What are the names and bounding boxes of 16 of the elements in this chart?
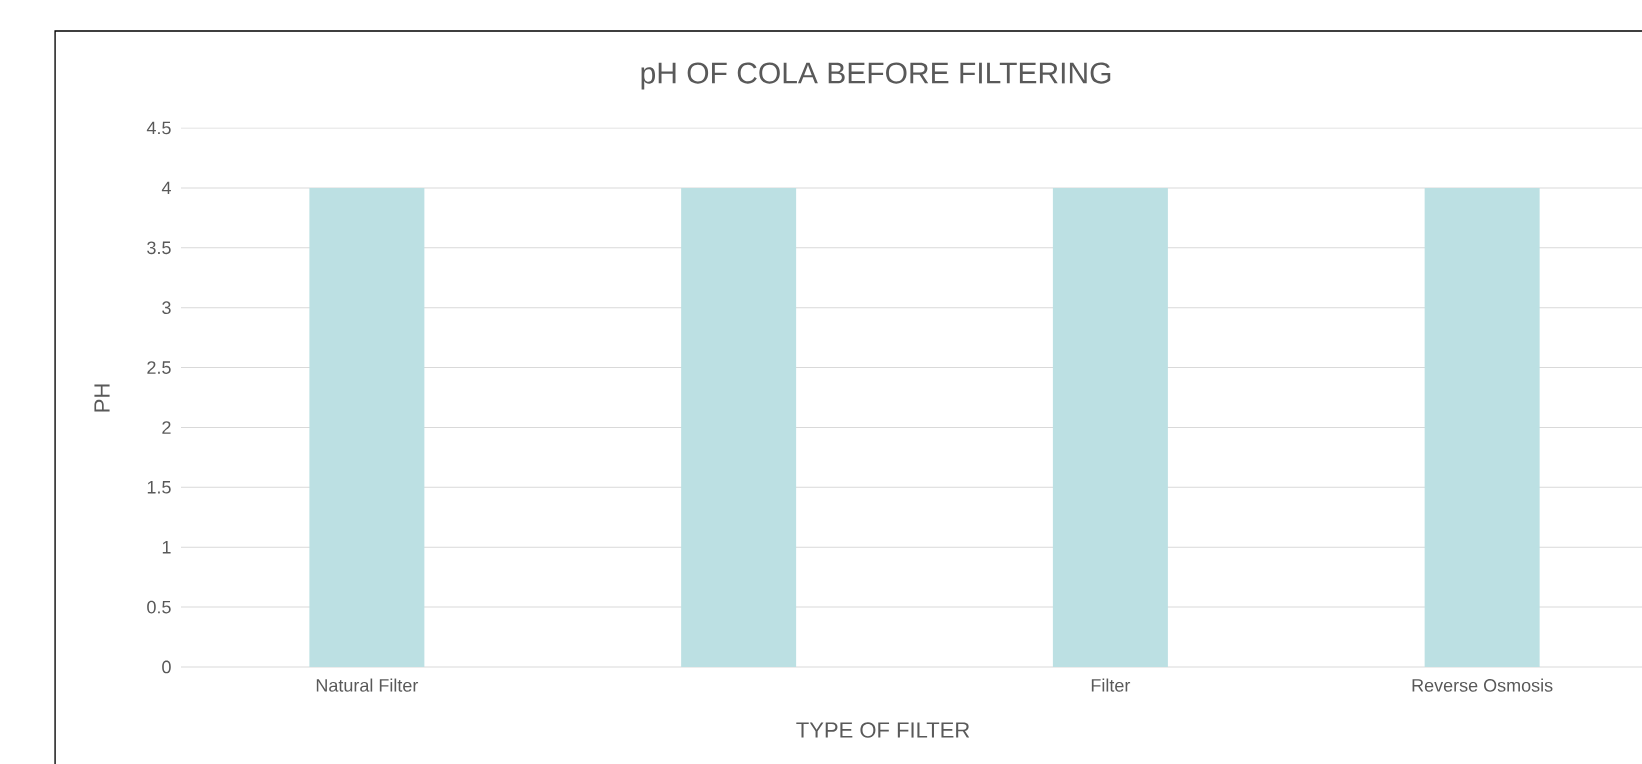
y-tick-label: 3.5 bbox=[147, 241, 171, 255]
y-tick-label: 3 bbox=[162, 301, 171, 315]
chart-title: pH OF COLA BEFORE FILTERING bbox=[641, 62, 1111, 90]
y-tick-label: 0.5 bbox=[147, 600, 171, 614]
y-tick-label: 0 bbox=[162, 660, 171, 674]
y-axis-title: PH bbox=[94, 384, 110, 412]
x-axis-title: TYPE OF FILTER bbox=[796, 722, 970, 738]
y-tick-label: 1.5 bbox=[147, 481, 171, 494]
y-tick-label: 4.5 bbox=[146, 121, 171, 135]
y-tick-label: 1 bbox=[162, 541, 171, 554]
y-tick-label: 4 bbox=[161, 181, 171, 195]
x-tick-label: Filter bbox=[1091, 678, 1131, 692]
y-tick-label: 2 bbox=[162, 421, 171, 434]
x-tick-label: Natural Filter bbox=[316, 678, 419, 692]
y-tick-label: 2.5 bbox=[147, 361, 171, 374]
x-tick-label: Reverse Osmosis bbox=[1412, 678, 1553, 692]
